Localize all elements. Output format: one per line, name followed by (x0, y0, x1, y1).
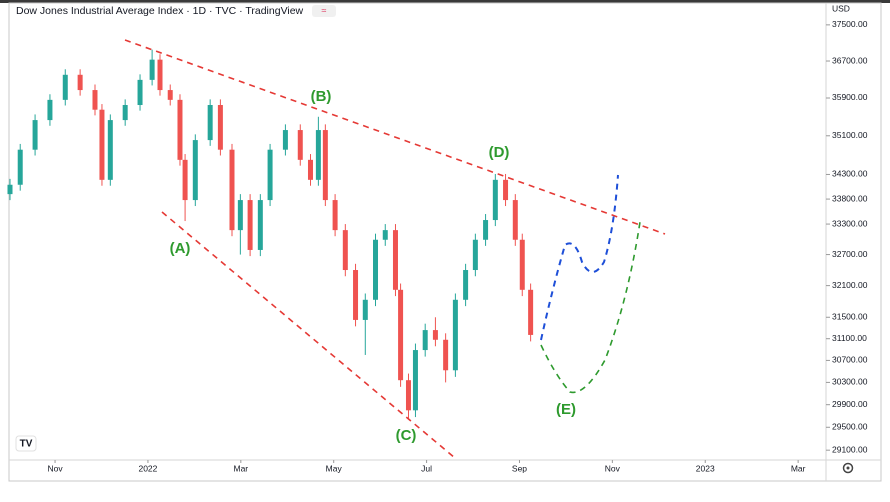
currency-label: USD (832, 3, 850, 13)
badge-icon: ≈ (322, 5, 327, 15)
x-tick-label: Mar (234, 463, 249, 473)
x-tick-label: 2023 (696, 463, 715, 473)
y-tick-label: 36700.00 (832, 55, 868, 65)
y-tick-label: 32100.00 (832, 280, 868, 290)
plot-area (7, 49, 534, 419)
x-tick-label: 2022 (138, 463, 157, 473)
candle-body (77, 74, 83, 91)
candle-body (47, 99, 53, 121)
candle-body (519, 239, 525, 290)
candle-body (182, 159, 188, 201)
y-tick-label: 31500.00 (832, 312, 868, 322)
candle-body (297, 130, 303, 160)
candle-body (503, 179, 509, 201)
candle-body (332, 200, 338, 231)
y-tick-label: 32700.00 (832, 249, 868, 259)
candle-body (149, 59, 155, 80)
top-bar (0, 0, 890, 3)
candle-body (282, 130, 288, 150)
candle-body (422, 330, 428, 351)
candle-body (32, 120, 38, 150)
wave-label: (D) (489, 144, 510, 161)
candle-body (443, 339, 449, 371)
x-tick-label: Sep (512, 463, 527, 473)
wave-label: (C) (396, 427, 417, 444)
candle-body (322, 130, 328, 201)
tv-logo: TV (15, 435, 37, 452)
wave-label: (A) (170, 240, 191, 257)
x-tick-label: Mar (791, 463, 806, 473)
upper-trendline (124, 39, 666, 235)
x-tick-label: Jul (421, 463, 432, 473)
candle-body (392, 230, 398, 290)
y-tick-label: 35100.00 (832, 130, 868, 140)
candle-body (99, 109, 105, 180)
y-tick-label: 37500.00 (832, 19, 868, 29)
candle-body (62, 74, 68, 100)
candle-body (247, 200, 253, 250)
candle-body (472, 239, 478, 271)
candle-body (452, 299, 458, 371)
candle-body (353, 270, 359, 320)
y-tick-label: 29900.00 (832, 399, 868, 409)
candle-body (342, 230, 348, 271)
x-tick-label: May (326, 463, 343, 473)
candle-body (207, 105, 213, 141)
candle-body (177, 99, 183, 160)
x-tick-label: Nov (47, 463, 63, 473)
candle-body (267, 149, 273, 201)
candle-body (398, 289, 404, 381)
candle-body (157, 59, 163, 91)
svg-text:TV: TV (20, 439, 33, 450)
candle-body (137, 79, 143, 106)
candle-body (432, 330, 438, 340)
y-tick-label: 30700.00 (832, 355, 868, 365)
candle-body (17, 149, 23, 185)
candle-body (412, 350, 418, 411)
candle-body (382, 230, 388, 240)
chart-title: Dow Jones Industrial Average Index · 1D … (16, 5, 304, 17)
candle-body (405, 380, 411, 411)
y-tick-label: 34300.00 (832, 169, 868, 179)
candle-body (463, 270, 469, 300)
candle-body (483, 220, 489, 240)
wave-label: (E) (556, 401, 576, 418)
candle-body (217, 105, 223, 150)
y-tick-label: 30300.00 (832, 377, 868, 387)
y-tick-label: 29500.00 (832, 422, 868, 432)
candle-body (512, 200, 518, 240)
y-tick-label: 31100.00 (832, 333, 867, 343)
candle-body (167, 90, 173, 100)
candle-body (362, 299, 368, 320)
y-tick-label: 29100.00 (832, 444, 868, 454)
candle-body (229, 149, 235, 231)
lower-trendline (161, 211, 456, 459)
candle-body (492, 179, 498, 221)
projection-blue (540, 174, 619, 341)
candle-body (92, 90, 98, 110)
y-tick-label: 35900.00 (832, 92, 868, 102)
candle-body (237, 200, 243, 231)
candle-body (528, 289, 534, 335)
candle-body (373, 239, 379, 300)
projection-green (540, 221, 641, 394)
x-tick-label: Nov (605, 463, 621, 473)
frame (8, 2, 882, 482)
candle-body (257, 200, 263, 250)
candle-body (307, 159, 313, 180)
candle-body (192, 140, 198, 201)
wave-label: (B) (311, 88, 332, 105)
y-tick-label: 33800.00 (832, 193, 868, 203)
y-tick-label: 33300.00 (832, 218, 868, 228)
candle-body (315, 130, 321, 180)
indicator-badge (312, 5, 336, 17)
candle-body (122, 105, 128, 121)
settings-icon[interactable] (842, 462, 854, 474)
candle-body (7, 184, 13, 195)
candle-body (107, 120, 113, 180)
